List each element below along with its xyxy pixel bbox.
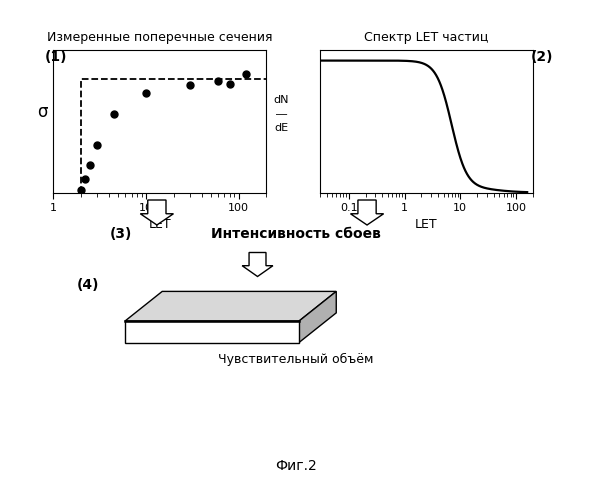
- Text: ―: ―: [276, 109, 287, 119]
- Text: (4): (4): [77, 278, 99, 292]
- Polygon shape: [125, 321, 299, 342]
- Polygon shape: [125, 292, 336, 321]
- Text: dE: dE: [274, 124, 288, 134]
- Text: (3): (3): [110, 227, 132, 241]
- Text: Чувствительный объём: Чувствительный объём: [218, 352, 374, 366]
- Text: Интенсивность сбоев: Интенсивность сбоев: [211, 227, 381, 241]
- Text: Фиг.2: Фиг.2: [275, 458, 317, 472]
- Text: Измеренные поперечные сечения: Измеренные поперечные сечения: [47, 31, 272, 44]
- X-axis label: LET: LET: [149, 218, 171, 232]
- Text: (2): (2): [531, 50, 554, 64]
- Text: (1): (1): [44, 50, 67, 64]
- Text: Спектр LET частиц: Спектр LET частиц: [364, 31, 488, 44]
- Y-axis label: σ: σ: [37, 104, 47, 121]
- X-axis label: LET: LET: [415, 218, 437, 232]
- Polygon shape: [299, 292, 336, 343]
- Text: dN: dN: [274, 95, 289, 105]
